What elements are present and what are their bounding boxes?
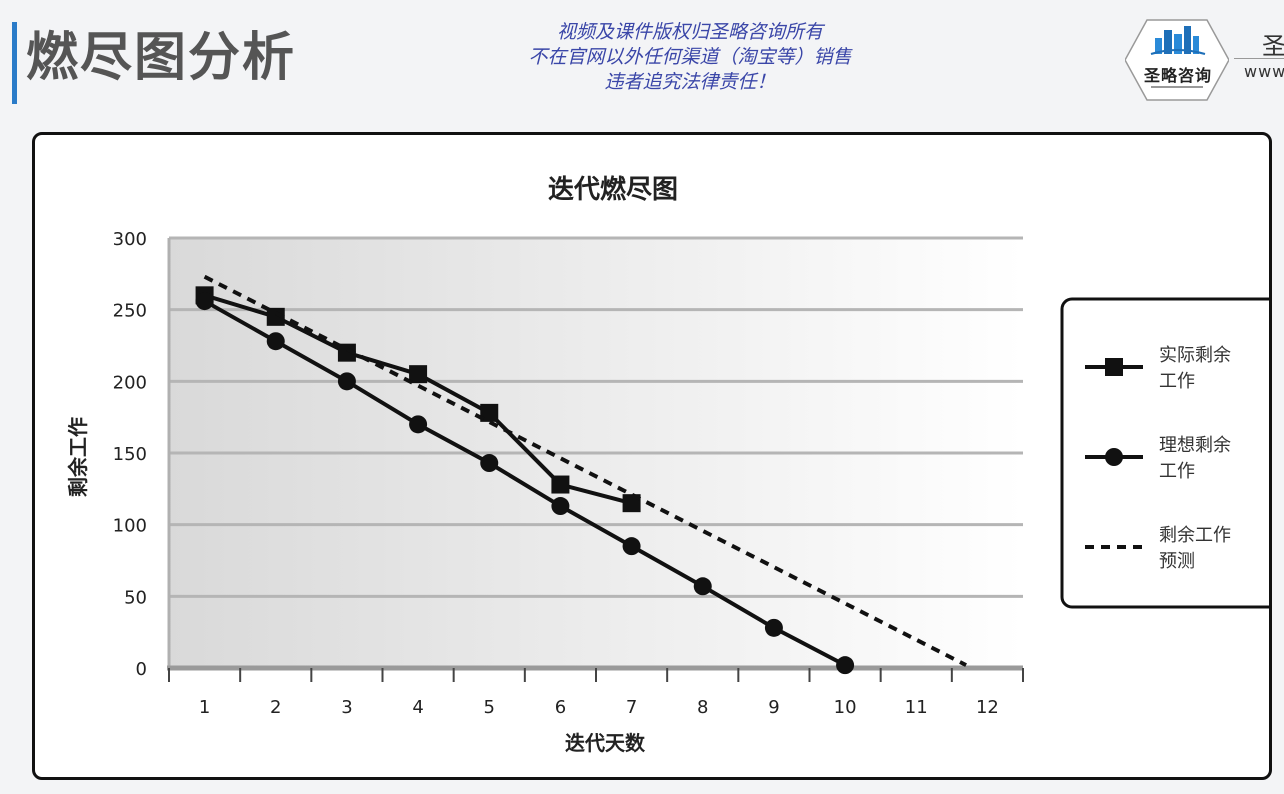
x-axis-label: 迭代天数 bbox=[565, 731, 646, 755]
x-tick-label: 11 bbox=[905, 697, 928, 718]
data-point-square bbox=[266, 307, 285, 326]
corner-url: www bbox=[1244, 62, 1284, 81]
x-tick-label: 2 bbox=[270, 697, 281, 718]
series-line-2 bbox=[203, 299, 847, 667]
x-tick-label: 5 bbox=[484, 697, 495, 718]
data-point-square bbox=[551, 475, 570, 494]
chart-frame: 迭代燃尽图 迭代天数 剩余工作 0 50 100 150 200 250 300 1 2 3 4 5 6… bbox=[32, 132, 1272, 780]
y-tick-label: 150 bbox=[113, 444, 147, 465]
x-tick-label: 7 bbox=[626, 697, 637, 718]
title-accent-bar bbox=[12, 22, 17, 104]
data-point-square bbox=[409, 365, 428, 384]
data-point-circle bbox=[693, 577, 712, 596]
legend-label: 实际剩余 bbox=[1159, 345, 1231, 366]
x-tick-label: 12 bbox=[976, 697, 999, 718]
legend-marker-square bbox=[1105, 358, 1123, 376]
data-point-square bbox=[480, 403, 499, 422]
y-tick-label: 300 bbox=[113, 229, 147, 250]
x-tick-label: 6 bbox=[555, 697, 566, 718]
divider bbox=[1234, 58, 1284, 59]
chart-title: 迭代燃尽图 bbox=[548, 175, 678, 205]
legend-label: 预测 bbox=[1159, 551, 1195, 572]
data-point-circle bbox=[195, 292, 214, 311]
data-point-circle bbox=[836, 656, 855, 675]
page-title: 燃尽图分析 bbox=[26, 28, 297, 88]
series-line-3 bbox=[203, 274, 967, 667]
data-point-circle bbox=[551, 497, 570, 516]
data-point-circle bbox=[337, 372, 356, 391]
copyright-notice: 视频及课件版权归圣略咨询所有 不在官网以外任何渠道（淘宝等）销售 违者追究法律责… bbox=[470, 20, 910, 95]
data-point-circle bbox=[266, 332, 285, 351]
legend-label: 工作 bbox=[1159, 371, 1195, 392]
data-point-circle bbox=[409, 415, 428, 434]
x-tick-label: 3 bbox=[341, 697, 352, 718]
notice-line: 视频及课件版权归圣略咨询所有 bbox=[556, 21, 823, 43]
y-tick-label: 50 bbox=[124, 587, 147, 608]
legend-label: 剩余工作 bbox=[1159, 525, 1231, 546]
data-point-circle bbox=[764, 618, 783, 637]
y-tick-label: 100 bbox=[113, 516, 147, 537]
logo-text: 圣略咨询 bbox=[1143, 66, 1212, 85]
data-point-circle bbox=[622, 537, 641, 556]
x-tick-label: 4 bbox=[412, 697, 423, 718]
legend-label: 理想剩余 bbox=[1159, 435, 1231, 456]
legend-marker-circle bbox=[1105, 448, 1123, 466]
x-tick-label: 10 bbox=[834, 697, 857, 718]
x-tick-label: 9 bbox=[768, 697, 779, 718]
x-tick-label: 1 bbox=[199, 697, 210, 718]
legend-box bbox=[1060, 297, 1269, 609]
y-axis-label: 剩余工作 bbox=[66, 417, 90, 497]
y-tick-label: 0 bbox=[136, 659, 147, 680]
data-point-square bbox=[337, 343, 356, 362]
city-skyline-icon bbox=[1150, 26, 1206, 55]
y-tick-label: 200 bbox=[113, 372, 147, 393]
company-logo bbox=[1125, 19, 1229, 101]
legend-label: 工作 bbox=[1159, 461, 1195, 482]
notice-line: 不在官网以外任何渠道（淘宝等）销售 bbox=[528, 46, 852, 68]
notice-line: 违者追究法律责任！ bbox=[604, 71, 776, 93]
data-point-circle bbox=[480, 454, 499, 473]
corner-text: 圣 bbox=[1262, 32, 1284, 60]
y-tick-label: 250 bbox=[113, 301, 147, 322]
x-tick-label: 8 bbox=[697, 697, 708, 718]
